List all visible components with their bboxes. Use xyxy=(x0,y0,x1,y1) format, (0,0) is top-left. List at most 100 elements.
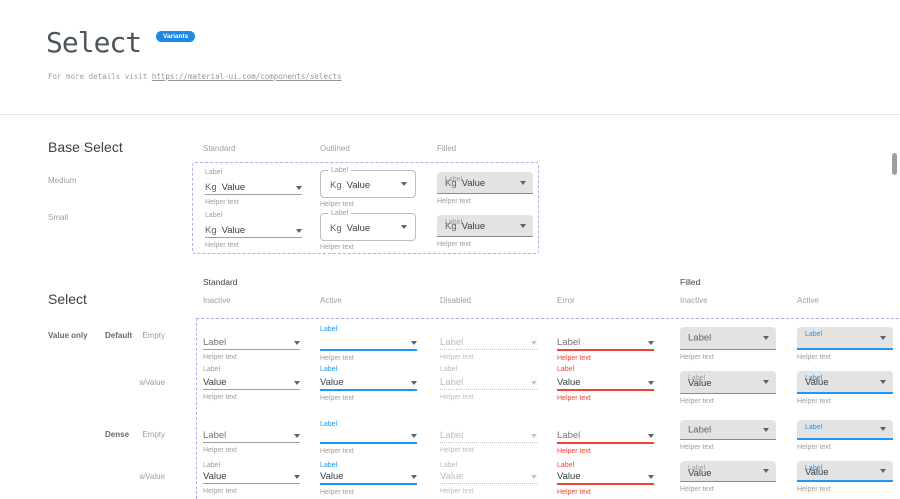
select-standard-disabled-wvalue: Label Label Helper text xyxy=(440,365,537,401)
select-value: Label xyxy=(203,337,227,348)
helper-text: Helper text xyxy=(437,241,471,248)
floating-label: Label xyxy=(805,465,823,472)
select-value: Label xyxy=(557,430,581,441)
statehead-error: Error xyxy=(557,296,575,305)
base-select-standard-medium[interactable]: Label Kg Value Helper text xyxy=(205,168,302,206)
select-dense-inactive-empty[interactable]: Label Label Helper text xyxy=(203,420,300,454)
dropdown-arrow-icon xyxy=(648,341,654,345)
select-value: Kg Value xyxy=(205,225,246,236)
select-value: Value xyxy=(203,471,227,482)
select-dense-active-wvalue[interactable]: Label Value Helper text xyxy=(320,461,417,496)
select-dense-disabled-wvalue: Label Value Helper text xyxy=(440,461,537,495)
grouphead-filled: Filled xyxy=(680,277,701,287)
select-value: Value xyxy=(805,467,829,478)
select-standard-inactive-wvalue[interactable]: Label Value Helper text xyxy=(203,365,300,401)
select-filled-inactive-empty[interactable]: Label Helper text xyxy=(680,327,776,361)
select-value: Label xyxy=(440,377,464,388)
value-prefix: Kg xyxy=(445,221,457,232)
filled-box: Label Kg Value xyxy=(437,172,533,194)
dropdown-arrow-icon xyxy=(401,182,407,186)
floating-label: Label xyxy=(688,375,706,382)
helper-text: Helper text xyxy=(320,448,354,455)
select-value: Label xyxy=(203,430,227,441)
helper-text: Helper text xyxy=(680,444,714,451)
select-filled-dense-inactive-empty[interactable]: Label Helper text xyxy=(680,420,776,451)
select-standard-active-empty[interactable]: Label Helper text xyxy=(320,325,417,362)
grouphead-standard: Standard xyxy=(203,277,238,287)
colhead-outlined: Outlined xyxy=(320,144,350,153)
select-dense-inactive-wvalue[interactable]: Label Value Helper text xyxy=(203,461,300,495)
helper-text: Helper text xyxy=(320,201,354,208)
filled-box: Label xyxy=(797,327,893,350)
floating-label: Label xyxy=(203,366,221,373)
helper-text: Helper text xyxy=(203,394,237,401)
select-value: Label xyxy=(688,332,712,344)
statehead-disabled: Disabled xyxy=(440,296,472,305)
rowlabel-dense-wvalue: wValue xyxy=(139,472,165,481)
select-value: Label xyxy=(440,430,464,441)
select-value: Value xyxy=(203,377,227,388)
dropdown-arrow-icon xyxy=(294,341,300,345)
rowlabel-medium: Medium xyxy=(48,176,77,185)
helper-text: Helper text xyxy=(437,198,471,205)
scrollbar-thumb[interactable] xyxy=(892,153,897,175)
base-select-filled-medium[interactable]: Label Kg Value Helper text xyxy=(437,172,533,205)
helper-text: Helper text xyxy=(557,355,591,362)
dropdown-arrow-icon xyxy=(648,381,654,385)
floating-label: Label xyxy=(805,424,823,431)
floating-label: Label xyxy=(205,169,223,176)
dropdown-arrow-icon xyxy=(880,427,886,431)
helper-text: Helper text xyxy=(203,447,237,454)
select-filled-active-empty[interactable]: Label Helper text xyxy=(797,327,893,361)
filled-box: Label Value xyxy=(797,461,893,482)
material-ui-link[interactable]: https://material-ui.com/components/selec… xyxy=(151,72,342,81)
select-value: Label xyxy=(688,424,712,435)
floating-label: Label xyxy=(445,219,463,226)
select-filled-active-wvalue[interactable]: Label Value Helper text xyxy=(797,371,893,405)
select-dense-error-wvalue[interactable]: Label Value Helper text xyxy=(557,461,654,496)
select-standard-inactive-empty[interactable]: Label Label Helper text xyxy=(203,325,300,361)
dropdown-arrow-icon xyxy=(880,379,886,384)
select-filled-dense-active-empty[interactable]: Label Helper text xyxy=(797,420,893,451)
rowlabel-dense: Dense xyxy=(105,430,130,439)
header-divider xyxy=(0,114,900,115)
helper-text: Helper text xyxy=(680,486,714,493)
select-heading: Select xyxy=(48,291,87,307)
base-select-frame xyxy=(192,162,539,254)
floating-label: Label xyxy=(205,212,223,219)
select-value: Kg Value xyxy=(205,182,246,193)
select-standard-error-empty[interactable]: Label Label Helper text xyxy=(557,325,654,362)
filled-box: Label xyxy=(797,420,893,440)
filled-box: Label Value xyxy=(680,461,776,482)
select-dense-active-empty[interactable]: Label Helper text xyxy=(320,420,417,455)
dropdown-arrow-icon xyxy=(880,468,886,473)
value-prefix: Kg xyxy=(445,178,457,189)
helper-text: Helper text xyxy=(797,354,831,361)
dropdown-arrow-icon xyxy=(531,434,537,438)
select-value: Kg Value xyxy=(330,223,371,234)
floating-label: Label xyxy=(328,209,352,218)
select-value: Label xyxy=(557,337,581,348)
value-prefix: Kg xyxy=(330,223,342,234)
dropdown-arrow-icon xyxy=(296,229,302,233)
select-value: Value xyxy=(320,471,344,482)
select-filled-dense-active-wvalue[interactable]: Label Value Helper text xyxy=(797,461,893,493)
subtitle-text: For more details visit xyxy=(48,72,152,81)
select-value: Value xyxy=(805,377,829,388)
select-filled-inactive-wvalue[interactable]: Label Value Helper text xyxy=(680,371,776,405)
base-select-outlined-medium[interactable]: Label Kg Value Helper text xyxy=(320,166,416,208)
dropdown-arrow-icon xyxy=(763,469,769,473)
base-select-filled-small[interactable]: Label Kg Value Helper text xyxy=(437,215,533,248)
helper-text: Helper text xyxy=(440,488,474,495)
select-filled-dense-inactive-wvalue[interactable]: Label Value Helper text xyxy=(680,461,776,493)
floating-label: Label xyxy=(688,465,706,472)
variants-badge: Variants xyxy=(156,31,196,42)
select-standard-error-wvalue[interactable]: Label Value Helper text xyxy=(557,365,654,402)
floating-label: Label xyxy=(557,366,575,373)
base-select-standard-small[interactable]: Label Kg Value Helper text xyxy=(205,211,302,249)
select-dense-error-empty[interactable]: Label Label Helper text xyxy=(557,420,654,455)
select-standard-active-wvalue[interactable]: Label Value Helper text xyxy=(320,365,417,402)
dropdown-arrow-icon xyxy=(763,336,769,340)
base-select-outlined-small[interactable]: Label Kg Value Helper text xyxy=(320,209,416,251)
helper-text: Helper text xyxy=(440,394,474,401)
